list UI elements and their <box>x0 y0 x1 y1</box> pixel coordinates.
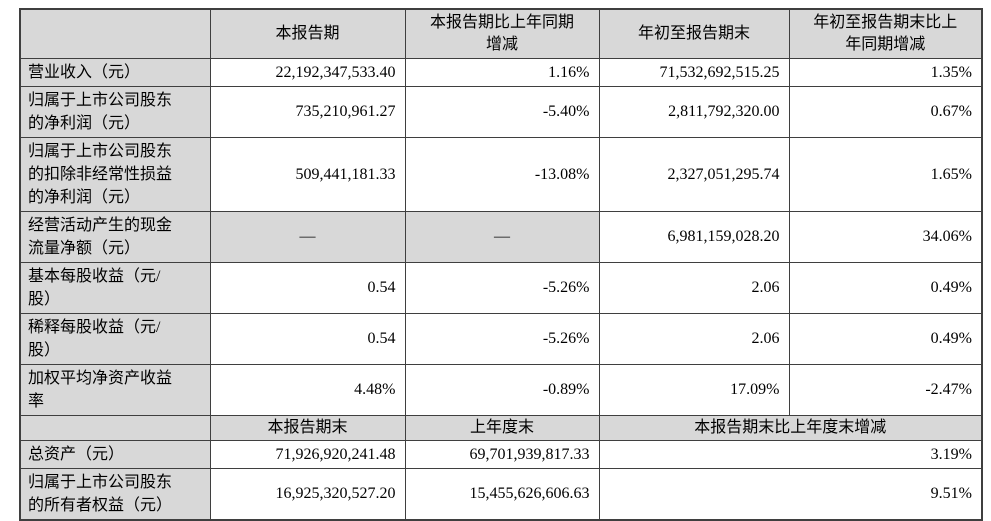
cell-ytd: 17.09% <box>598 364 790 416</box>
cell-ytd-change: 1.35% <box>788 58 983 87</box>
cell-current-change: -5.26% <box>404 313 600 365</box>
row-label: 经营活动产生的现金流量净额（元） <box>19 211 211 263</box>
row-total-assets: 总资产（元） 71,926,920,241.48 69,701,939,817.… <box>19 440 983 469</box>
row-label: 营业收入（元） <box>19 58 211 87</box>
cell-ytd-change: 0.67% <box>788 86 983 138</box>
cell-prev-year-end: 69,701,939,817.33 <box>404 440 600 469</box>
cell-current-period: 22,192,347,533.40 <box>209 58 406 87</box>
header-corner-cell <box>19 8 211 59</box>
cell-current-period: 0.54 <box>209 313 406 365</box>
header-period-end-change: 本报告期末比上年度末增减 <box>598 415 983 441</box>
row-net-profit: 归属于上市公司股东的净利润（元） 735,210,961.27 -5.40% 2… <box>19 86 983 138</box>
cell-current-period: 0.54 <box>209 262 406 314</box>
cell-current-change: -5.40% <box>404 86 600 138</box>
row-net-profit-excl-nonrecurring: 归属于上市公司股东的扣除非经常性损益的净利润（元） 509,441,181.33… <box>19 137 983 212</box>
cell-ytd: 2,811,792,320.00 <box>598 86 790 138</box>
header2-corner-cell <box>19 415 211 441</box>
cell-period-end-change: 3.19% <box>598 440 983 469</box>
cell-ytd-change: 0.49% <box>788 313 983 365</box>
cell-period-end: 16,925,320,527.20 <box>209 468 406 521</box>
cell-ytd: 2,327,051,295.74 <box>598 137 790 212</box>
row-label: 归属于上市公司股东的净利润（元） <box>19 86 211 138</box>
cell-ytd: 6,981,159,028.20 <box>598 211 790 263</box>
cell-period-end-change: 9.51% <box>598 468 983 521</box>
cell-ytd-change: 0.49% <box>788 262 983 314</box>
cell-ytd-change: 1.65% <box>788 137 983 212</box>
cell-prev-year-end: 15,455,626,606.63 <box>404 468 600 521</box>
cell-current-change: -0.89% <box>404 364 600 416</box>
header-prev-year-end: 上年度末 <box>404 415 600 441</box>
cell-current-change: -13.08% <box>404 137 600 212</box>
row-basic-eps: 基本每股收益（元/股） 0.54 -5.26% 2.06 0.49% <box>19 262 983 314</box>
cell-current-period: 735,210,961.27 <box>209 86 406 138</box>
header-period-end: 本报告期末 <box>209 415 406 441</box>
row-label: 归属于上市公司股东的扣除非经常性损益的净利润（元） <box>19 137 211 212</box>
row-label: 加权平均净资产收益率 <box>19 364 211 416</box>
cell-current-change: -5.26% <box>404 262 600 314</box>
cell-current-change: 1.16% <box>404 58 600 87</box>
cell-current-period: 4.48% <box>209 364 406 416</box>
header-current-period: 本报告期 <box>209 8 406 59</box>
row-label: 稀释每股收益（元/股） <box>19 313 211 365</box>
row-label: 总资产（元） <box>19 440 211 469</box>
row-operating-revenue: 营业收入（元） 22,192,347,533.40 1.16% 71,532,6… <box>19 58 983 87</box>
row-label: 基本每股收益（元/股） <box>19 262 211 314</box>
cell-period-end: 71,926,920,241.48 <box>209 440 406 469</box>
cell-ytd: 2.06 <box>598 313 790 365</box>
cell-ytd: 71,532,692,515.25 <box>598 58 790 87</box>
financial-summary-table: 本报告期 本报告期比上年同期增减 年初至报告期末 年初至报告期末比上年同期增减 … <box>19 8 983 521</box>
cell-ytd-change: -2.47% <box>788 364 983 416</box>
row-owners-equity: 归属于上市公司股东的所有者权益（元） 16,925,320,527.20 15,… <box>19 468 983 521</box>
row-label: 归属于上市公司股东的所有者权益（元） <box>19 468 211 521</box>
header-ytd-change: 年初至报告期末比上年同期增减 <box>788 8 983 59</box>
row-diluted-eps: 稀释每股收益（元/股） 0.54 -5.26% 2.06 0.49% <box>19 313 983 365</box>
header-row-2: 本报告期末 上年度末 本报告期末比上年度末增减 <box>19 415 983 441</box>
cell-current-change-dash: — <box>404 211 600 263</box>
cell-current-period: 509,441,181.33 <box>209 137 406 212</box>
cell-current-period-dash: — <box>209 211 406 263</box>
header-row-1: 本报告期 本报告期比上年同期增减 年初至报告期末 年初至报告期末比上年同期增减 <box>19 8 983 59</box>
row-operating-cash-flow: 经营活动产生的现金流量净额（元） — — 6,981,159,028.20 34… <box>19 211 983 263</box>
row-weighted-avg-roe: 加权平均净资产收益率 4.48% -0.89% 17.09% -2.47% <box>19 364 983 416</box>
cell-ytd: 2.06 <box>598 262 790 314</box>
header-current-period-change: 本报告期比上年同期增减 <box>404 8 600 59</box>
cell-ytd-change: 34.06% <box>788 211 983 263</box>
header-ytd: 年初至报告期末 <box>598 8 790 59</box>
